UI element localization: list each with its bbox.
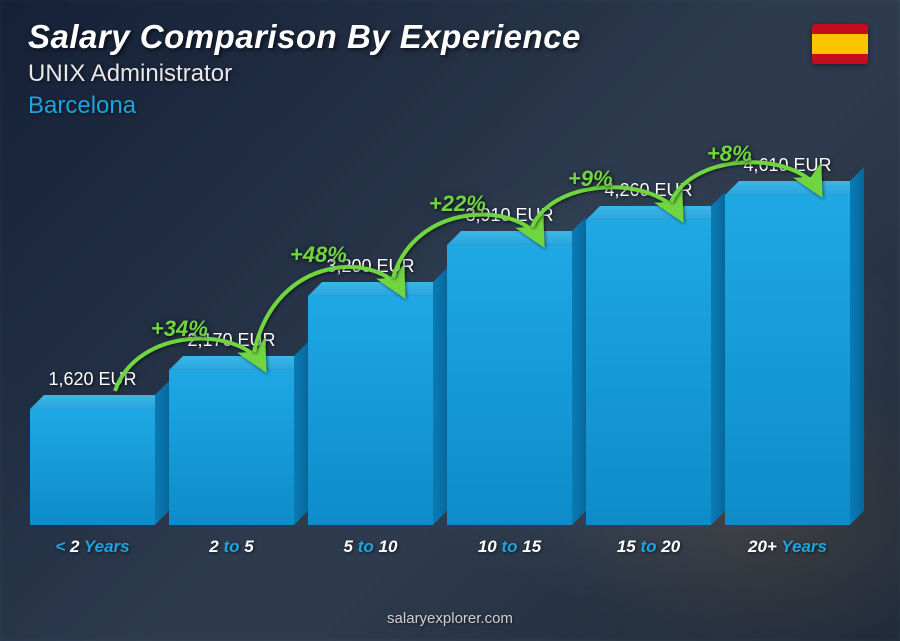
bar-front-face: [30, 409, 155, 525]
chart-area: 1,620 EUR < 2 Years 2,170 EUR 2 to 5 3,200…: [30, 145, 850, 589]
bar-front-face: [308, 296, 433, 525]
flag-stripe: [812, 54, 868, 64]
footer-attribution: salaryexplorer.com: [0, 610, 900, 627]
bar-x-label: 20+ Years: [748, 537, 827, 557]
bar-value-label: 1,620 EUR: [5, 369, 180, 390]
bar-slot: 3,910 EUR 10 to 15: [447, 245, 572, 557]
bar-side-face: [294, 342, 308, 525]
bar-value-label: 3,910 EUR: [422, 205, 597, 226]
bar-x-label: 10 to 15: [478, 537, 541, 557]
flag-stripe: [812, 34, 868, 54]
bar-x-label: 2 to 5: [209, 537, 253, 557]
bar-front-face: [169, 370, 294, 525]
flag-stripe: [812, 24, 868, 34]
bar: 1,620 EUR: [30, 409, 155, 525]
bar: 4,260 EUR: [586, 220, 711, 525]
bar-side-face: [572, 217, 586, 525]
bars-container: 1,620 EUR < 2 Years 2,170 EUR 2 to 5 3,200…: [30, 177, 850, 557]
bar-slot: 1,620 EUR < 2 Years: [30, 409, 155, 557]
bar-x-label: 5 to 10: [344, 537, 398, 557]
bar-slot: 4,260 EUR 15 to 20: [586, 220, 711, 557]
bar-front-face: [725, 195, 850, 525]
chart-subtitle: UNIX Administrator: [28, 60, 872, 88]
bar-top-face: [586, 206, 725, 220]
bar-side-face: [850, 167, 864, 525]
bar: 2,170 EUR: [169, 370, 294, 525]
bar-x-label: 15 to 20: [617, 537, 680, 557]
bar: 3,910 EUR: [447, 245, 572, 525]
bar-top-face: [725, 181, 864, 195]
bar-top-face: [308, 282, 447, 296]
bar-side-face: [433, 268, 447, 525]
bar-top-face: [30, 395, 169, 409]
bar-slot: 2,170 EUR 2 to 5: [169, 370, 294, 557]
chart-location: Barcelona: [28, 92, 872, 120]
bar-side-face: [711, 192, 725, 525]
bar-value-label: 4,610 EUR: [700, 155, 875, 176]
bar-side-face: [155, 381, 169, 525]
chart-title: Salary Comparison By Experience: [28, 18, 872, 56]
bar: 3,200 EUR: [308, 296, 433, 525]
bar-value-label: 2,170 EUR: [144, 330, 319, 351]
bar-value-label: 4,260 EUR: [561, 180, 736, 201]
header: Salary Comparison By Experience UNIX Adm…: [28, 18, 872, 120]
bar-front-face: [447, 245, 572, 525]
bar-top-face: [169, 356, 308, 370]
bar-slot: 4,610 EUR 20+ Years: [725, 195, 850, 557]
bar-top-face: [447, 231, 586, 245]
bar-x-label: < 2 Years: [55, 537, 129, 557]
bar-front-face: [586, 220, 711, 525]
bar-slot: 3,200 EUR 5 to 10: [308, 296, 433, 557]
bar-value-label: 3,200 EUR: [283, 256, 458, 277]
bar: 4,610 EUR: [725, 195, 850, 525]
flag-icon: [812, 24, 868, 64]
